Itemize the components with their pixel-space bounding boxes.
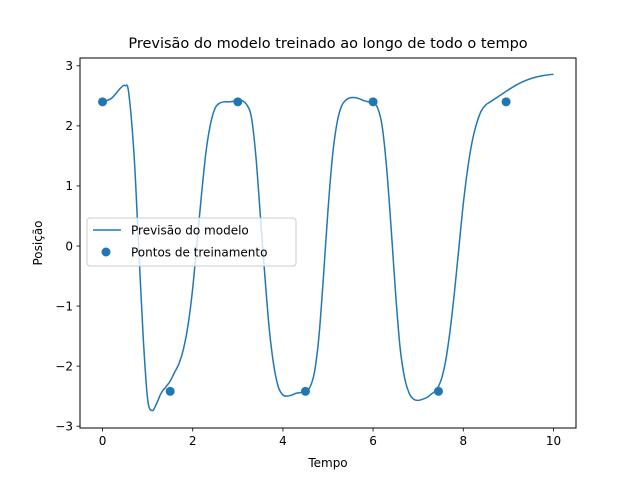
legend-marker-swatch — [101, 247, 111, 257]
training-point — [165, 386, 175, 396]
legend: Previsão do modelo Pontos de treinamento — [86, 217, 297, 267]
x-axis: 0 2 4 6 8 10 — [99, 428, 561, 448]
axes-frame — [79, 57, 577, 429]
legend-box — [86, 217, 297, 267]
chart-title: Previsão do modelo treinado ao longo de … — [128, 36, 527, 52]
y-tick-label: −3 — [55, 419, 73, 433]
y-tick-label: 1 — [65, 179, 73, 193]
y-tick-label: −2 — [55, 359, 73, 373]
y-tick-label: −1 — [55, 299, 73, 313]
x-axis-title: Tempo — [307, 456, 347, 470]
training-point — [98, 97, 108, 107]
training-point — [300, 386, 310, 396]
y-tick-label: 3 — [65, 59, 73, 73]
plot-area — [98, 73, 554, 412]
x-tick-label: 8 — [459, 434, 467, 448]
x-tick-label: 10 — [546, 434, 561, 448]
x-tick-label: 0 — [99, 434, 107, 448]
training-point — [233, 97, 243, 107]
y-tick-label: 0 — [65, 239, 73, 253]
y-tick-label: 2 — [65, 119, 73, 133]
x-tick-label: 6 — [369, 434, 377, 448]
y-axis: −3 −2 −1 0 1 2 3 — [55, 59, 80, 433]
legend-label-line: Previsão do modelo — [131, 224, 249, 238]
training-point — [501, 97, 511, 107]
prediction-line — [102, 73, 554, 412]
x-tick-label: 2 — [189, 434, 197, 448]
x-tick-label: 4 — [279, 434, 287, 448]
legend-label-scatter: Pontos de treinamento — [131, 246, 267, 260]
training-point — [368, 97, 378, 107]
y-axis-title: Posição — [31, 220, 45, 265]
training-point — [433, 386, 443, 396]
